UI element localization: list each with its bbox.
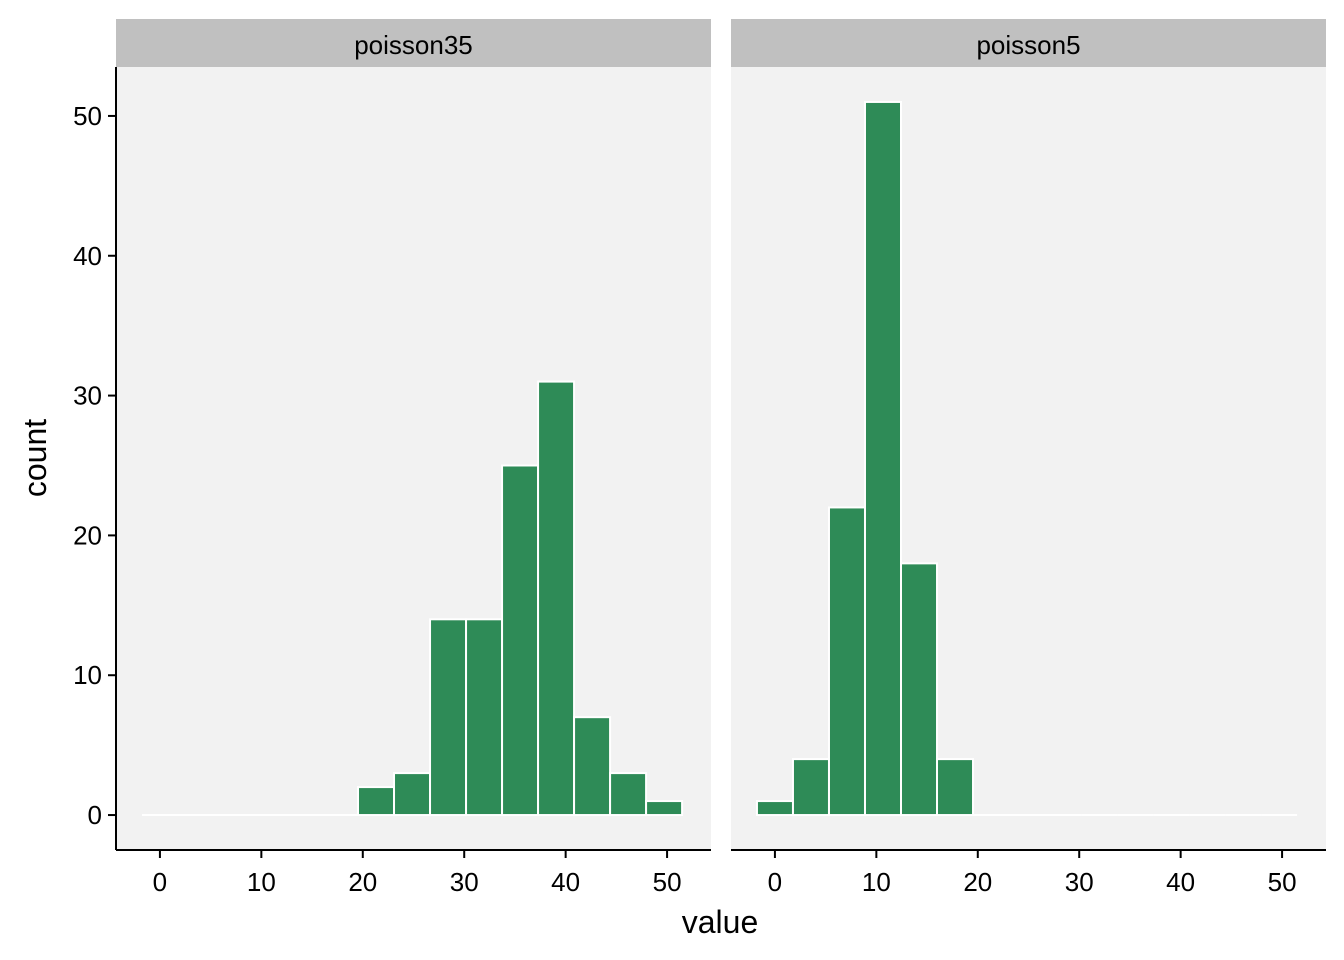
histogram-bar <box>501 464 540 817</box>
histogram-bar <box>936 758 975 817</box>
histogram-bar <box>465 618 504 817</box>
y-tick-label: 10 <box>73 660 102 690</box>
x-tick-label: 50 <box>1268 867 1297 897</box>
y-tick-label: 50 <box>73 101 102 131</box>
histogram-bar <box>645 800 684 817</box>
y-tick-label: 0 <box>88 800 102 830</box>
histogram-bar <box>609 772 648 817</box>
panel-background <box>731 67 1326 850</box>
y-tick-label: 40 <box>73 241 102 271</box>
histogram-bar <box>573 716 612 817</box>
y-tick-label: 20 <box>73 520 102 550</box>
facet-panel-poisson35: poisson35 0 10 20 30 40 50 0 10 20 30 40 50 <box>73 19 711 897</box>
facet-panel-poisson5: poisson5 0 10 20 30 40 50 <box>731 19 1326 897</box>
x-tick-label: 30 <box>1065 867 1094 897</box>
y-axis-title: count <box>17 419 53 497</box>
histogram-bar <box>429 618 468 817</box>
histogram-bar <box>900 562 939 817</box>
x-tick-label: 20 <box>963 867 992 897</box>
facet-strip <box>731 19 1326 67</box>
x-tick-label: 50 <box>653 867 682 897</box>
x-tick-label: 40 <box>551 867 580 897</box>
histogram-bar <box>393 772 432 817</box>
x-tick-label: 20 <box>348 867 377 897</box>
panel-background <box>116 67 711 850</box>
x-tick-label: 10 <box>862 867 891 897</box>
y-tick-label: 30 <box>73 381 102 411</box>
histogram-bar <box>357 786 396 817</box>
facet-strip-label: poisson5 <box>976 30 1080 60</box>
histogram-bar <box>755 800 794 817</box>
x-tick-label: 10 <box>247 867 276 897</box>
x-axis-title: value <box>682 904 759 940</box>
histogram-bar <box>863 100 902 817</box>
x-tick-label: 30 <box>450 867 479 897</box>
panels-layer: poisson35 0 10 20 30 40 50 0 10 20 30 40 50 poisson5 0… <box>73 19 1326 897</box>
facet-strip <box>116 19 711 67</box>
x-tick-label: 0 <box>768 867 782 897</box>
facet-strip-label: poisson35 <box>354 30 473 60</box>
histogram-bar <box>791 758 830 817</box>
histogram-bar <box>827 506 866 817</box>
x-tick-label: 40 <box>1166 867 1195 897</box>
x-tick-label: 0 <box>153 867 167 897</box>
histogram-bar <box>537 380 576 817</box>
